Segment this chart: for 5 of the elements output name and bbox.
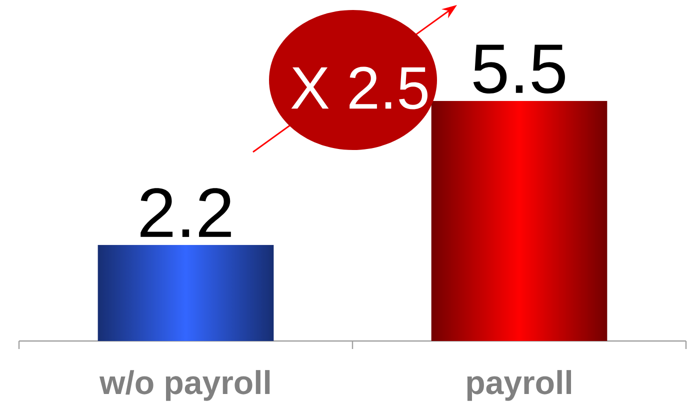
x-tick-label: payroll <box>467 370 572 401</box>
annotation: X 2.5 <box>291 66 428 110</box>
data-label: 2.2 <box>140 188 231 237</box>
x-tick-label: w/o payroll <box>99 370 270 401</box>
data-label: 5.5 <box>473 44 565 94</box>
